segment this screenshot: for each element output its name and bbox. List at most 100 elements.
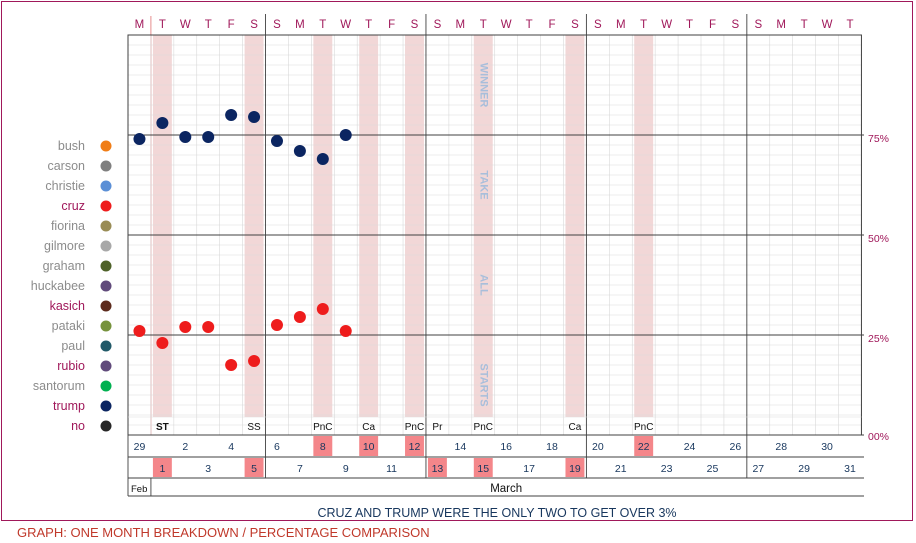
legend-dot-pataki bbox=[100, 320, 112, 332]
point-cruz bbox=[339, 325, 352, 337]
weekday-letter: M bbox=[295, 19, 305, 31]
weekday-letter: F bbox=[228, 19, 235, 31]
legend-label-paul: paul bbox=[61, 339, 85, 353]
zone-label: ALL bbox=[477, 274, 489, 296]
weekday-letter: W bbox=[661, 19, 672, 31]
weekday-letter: S bbox=[571, 19, 579, 31]
date-label: 29 bbox=[134, 441, 146, 453]
point-cruz bbox=[225, 359, 238, 371]
legend-dot-fiorina bbox=[100, 220, 112, 232]
weekend-bands bbox=[150, 16, 654, 435]
weekday-letter: S bbox=[594, 19, 602, 31]
weekday-letter: F bbox=[549, 19, 556, 31]
zone-label: STARTS bbox=[477, 363, 489, 406]
date-label: 2 bbox=[182, 441, 188, 453]
event-label: ST bbox=[156, 422, 169, 433]
weekday-letter: F bbox=[709, 19, 716, 31]
weekday-letter: M bbox=[616, 19, 626, 31]
point-cruz bbox=[133, 325, 146, 337]
legend-dot-kasich bbox=[100, 300, 112, 312]
date-label: 1 bbox=[159, 463, 165, 475]
date-highlight bbox=[313, 436, 333, 456]
weekday-letter: F bbox=[388, 19, 395, 31]
legend-dot-rubio bbox=[100, 360, 112, 372]
date-label: 7 bbox=[297, 463, 303, 475]
date-label: 23 bbox=[661, 463, 673, 475]
date-label: 16 bbox=[500, 441, 512, 453]
month-label-feb: Feb bbox=[131, 484, 147, 495]
weekday-letter: T bbox=[159, 19, 166, 31]
date-label: 3 bbox=[205, 463, 211, 475]
point-trump bbox=[293, 145, 306, 157]
date-highlight bbox=[405, 436, 424, 456]
legend-dot-bush bbox=[100, 140, 112, 152]
legend-label-gilmore: gilmore bbox=[44, 239, 85, 253]
legend-label-bush: bush bbox=[58, 139, 85, 153]
legend-dot-carson bbox=[100, 160, 112, 172]
point-trump bbox=[316, 153, 329, 165]
footer-caption: GRAPH: ONE MONTH BREAKDOWN / PERCENTAGE … bbox=[17, 525, 430, 540]
band-col-10 bbox=[359, 35, 379, 417]
weekday-letter: S bbox=[732, 19, 740, 31]
date-label: 9 bbox=[343, 463, 349, 475]
date-label: 25 bbox=[707, 463, 719, 475]
date-highlight bbox=[359, 436, 379, 456]
legend-dot-trump bbox=[100, 400, 112, 412]
point-cruz bbox=[248, 355, 261, 367]
weekday-letter: S bbox=[754, 19, 762, 31]
event-label: Pr bbox=[432, 422, 443, 433]
point-cruz bbox=[202, 321, 215, 333]
point-trump bbox=[179, 131, 192, 143]
zone-label: WINNER bbox=[477, 63, 489, 108]
chart-subtitle: CRUZ AND TRUMP WERE THE ONLY TWO TO GET … bbox=[317, 506, 676, 520]
date-label: 6 bbox=[274, 441, 280, 453]
event-label: PnC bbox=[634, 422, 653, 433]
legend-label-kasich: kasich bbox=[50, 299, 85, 313]
event-label: PnC bbox=[405, 422, 424, 433]
date-label: 20 bbox=[592, 441, 604, 453]
date-rows: 29 2 4 6 8 10 12 14 16 18 20 22 24 26 28 301 3 5 7 9 11 13 15 1… bbox=[127, 435, 864, 497]
point-trump bbox=[270, 135, 283, 147]
band-col-8 bbox=[313, 35, 333, 417]
weekday-letter: S bbox=[250, 19, 258, 31]
weekday-letter: T bbox=[686, 19, 693, 31]
weekday-letter: M bbox=[776, 19, 786, 31]
legend-label-christie: christie bbox=[45, 179, 85, 193]
legend-dot-santorum bbox=[100, 380, 112, 392]
y-axis-ticks: 00% 25% 50% 75% bbox=[868, 133, 889, 443]
grid bbox=[127, 34, 864, 436]
point-trump bbox=[225, 109, 238, 121]
date-label: 22 bbox=[638, 441, 650, 453]
band-col-12 bbox=[405, 35, 424, 417]
legend-label-cruz: cruz bbox=[61, 199, 85, 213]
event-labels: ST SS PnC Ca PnC Pr PnC Ca PnC bbox=[128, 416, 862, 433]
legend-dot-no bbox=[100, 420, 112, 432]
date-label: 13 bbox=[432, 463, 444, 475]
zone-label: TAKE bbox=[477, 170, 489, 199]
weekday-letter: W bbox=[822, 19, 833, 31]
point-cruz bbox=[156, 337, 169, 349]
legend-label-huckabee: huckabee bbox=[31, 279, 85, 293]
event-label: Ca bbox=[569, 422, 582, 433]
data-points bbox=[133, 109, 352, 371]
date-label: 8 bbox=[320, 441, 326, 453]
legend-label-carson: carson bbox=[47, 159, 85, 173]
point-trump bbox=[339, 129, 352, 141]
date-label: 19 bbox=[569, 463, 581, 475]
weekday-letter: T bbox=[319, 19, 326, 31]
weekday-letter: T bbox=[480, 19, 487, 31]
y-tick-label: 00% bbox=[868, 431, 889, 443]
weekday-letter: S bbox=[411, 19, 419, 31]
legend-dot-huckabee bbox=[100, 280, 112, 292]
date-label: 5 bbox=[251, 463, 257, 475]
date-label: 24 bbox=[684, 441, 696, 453]
y-tick-label: 50% bbox=[868, 233, 889, 245]
date-label: 15 bbox=[477, 463, 489, 475]
date-label: 4 bbox=[228, 441, 234, 453]
weekday-letter: T bbox=[526, 19, 533, 31]
y-tick-label: 75% bbox=[868, 133, 889, 145]
date-label: 14 bbox=[454, 441, 466, 453]
y-tick-label: 25% bbox=[868, 333, 889, 345]
legend-label-rubio: rubio bbox=[57, 359, 85, 373]
